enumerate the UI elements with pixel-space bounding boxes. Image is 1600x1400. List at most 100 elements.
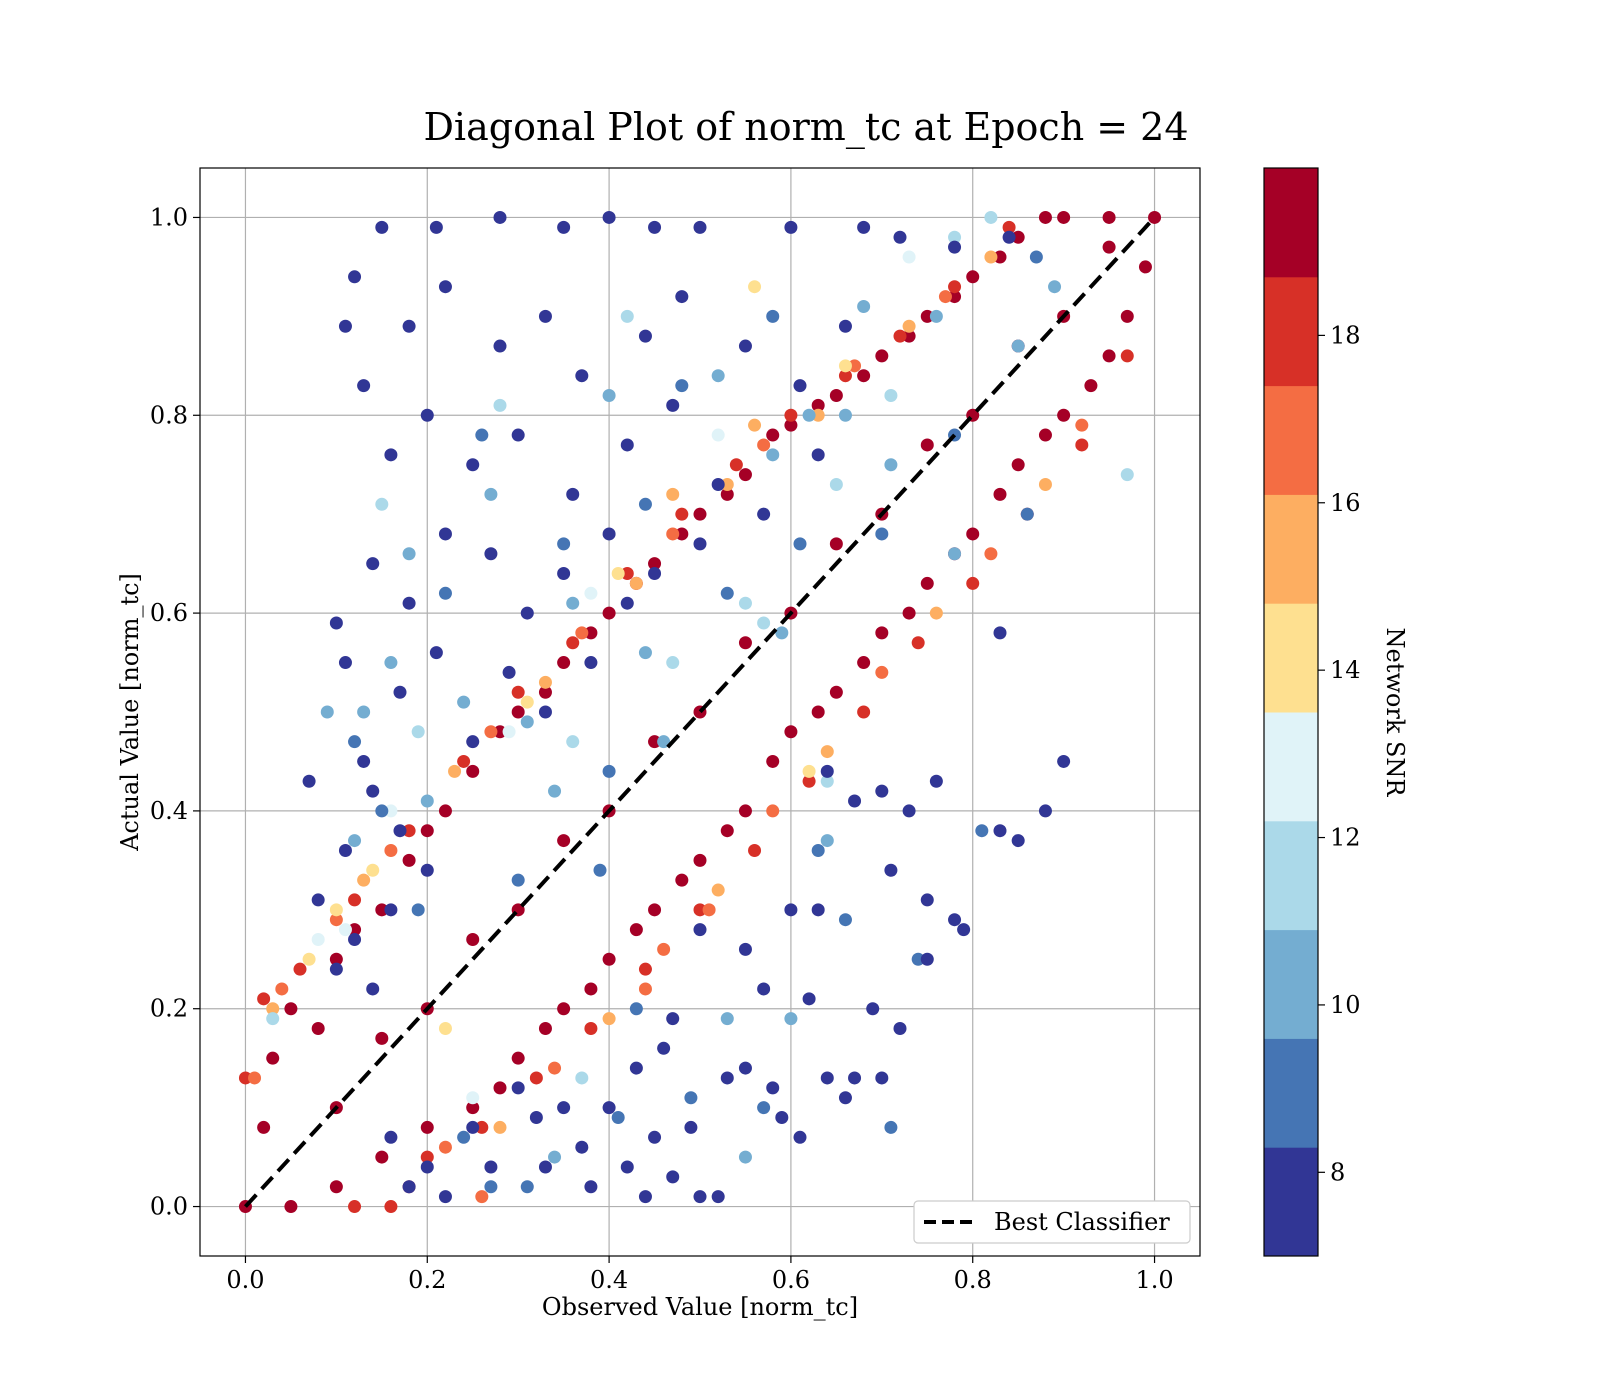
scatter-point	[602, 764, 616, 778]
scatter-point	[838, 369, 852, 383]
scatter-point	[348, 834, 362, 848]
scatter-point	[311, 893, 325, 907]
scatter-point	[475, 1190, 489, 1204]
scatter-point	[284, 1200, 298, 1214]
scatter-point	[402, 824, 416, 838]
scatter-point	[757, 616, 771, 630]
scatter-point	[1075, 418, 1089, 432]
scatter-point	[629, 1061, 643, 1075]
colorbar-segment	[1264, 820, 1318, 931]
scatter-point	[675, 873, 689, 887]
scatter-point	[438, 280, 452, 294]
scatter-point	[648, 735, 662, 749]
scatter-point	[993, 487, 1007, 501]
plot-frame	[199, 167, 1201, 1257]
scatter-point	[966, 527, 980, 541]
scatter-point	[875, 349, 889, 363]
scatter-point	[602, 952, 616, 966]
scatter-point	[738, 1061, 752, 1075]
scatter-point	[466, 458, 480, 472]
scatter-point	[429, 220, 443, 234]
scatter-point	[466, 932, 480, 946]
scatter-point	[693, 1190, 707, 1204]
scatter-point	[375, 1150, 389, 1164]
scatter-point	[948, 280, 962, 294]
colorbar-tick-label: 18	[1330, 321, 1361, 349]
scatter-point	[329, 913, 343, 927]
scatter-point	[548, 1150, 562, 1164]
scatter-point	[420, 1120, 434, 1134]
scatter-point	[838, 408, 852, 422]
scatter-point	[657, 735, 671, 749]
scatter-point	[602, 210, 616, 224]
scatter-point	[602, 606, 616, 620]
scatter-point	[402, 547, 416, 561]
colorbar-segment	[1264, 385, 1318, 495]
scatter-point	[420, 863, 434, 877]
scatter-point	[557, 656, 571, 670]
scatter-point	[738, 339, 752, 353]
scatter-point	[584, 982, 598, 996]
scatter-point	[511, 873, 525, 887]
scatter-point	[948, 913, 962, 927]
scatter-point	[520, 1180, 534, 1194]
scatter-point	[948, 240, 962, 254]
scatter-point	[529, 1071, 543, 1085]
scatter-point	[666, 527, 680, 541]
scatter-point	[602, 388, 616, 402]
scatter-point	[375, 220, 389, 234]
scatter-point	[984, 210, 998, 224]
scatter-point	[902, 329, 916, 343]
scatter-point	[1011, 339, 1025, 353]
scatter-point	[402, 853, 416, 867]
scatter-point	[484, 487, 498, 501]
scatter-point	[920, 576, 934, 590]
scatter-point	[938, 290, 952, 304]
scatter-point	[893, 1022, 907, 1036]
best-classifier-line	[243, 216, 1157, 1208]
scatter-point	[1057, 408, 1071, 422]
scatter-point	[566, 735, 580, 749]
scatter-point	[493, 1120, 507, 1134]
scatter-point	[457, 1130, 471, 1144]
scatter-point	[948, 230, 962, 244]
scatter-point	[875, 527, 889, 541]
scatter-point	[393, 824, 407, 838]
scatter-point	[611, 567, 625, 581]
scatter-point	[802, 764, 816, 778]
scatter-point	[348, 1200, 362, 1214]
scatter-point	[402, 1180, 416, 1194]
scatter-point	[884, 863, 898, 877]
colorbar-tick-label: 12	[1330, 824, 1361, 852]
scatter-point	[848, 794, 862, 808]
scatter-point	[666, 1012, 680, 1026]
scatter-point	[984, 547, 998, 561]
scatter-point	[329, 962, 343, 976]
scatter-point	[757, 982, 771, 996]
scatter-point	[384, 1130, 398, 1144]
scatter-point	[538, 675, 552, 689]
scatter-point	[557, 1002, 571, 1016]
scatter-point	[557, 537, 571, 551]
y-tick-label: 0.8	[150, 401, 188, 429]
scatter-point	[438, 1190, 452, 1204]
scatter-point	[811, 705, 825, 719]
scatter-point	[1084, 379, 1098, 393]
scatter-point	[375, 497, 389, 511]
colorbar-tick-label: 8	[1330, 1158, 1345, 1186]
scatter-point	[511, 428, 525, 442]
colorbar-segment	[1264, 712, 1318, 822]
scatter-point	[366, 863, 380, 877]
scatter-point	[311, 1022, 325, 1036]
scatter-point	[511, 705, 525, 719]
scatter-point	[638, 329, 652, 343]
colorbar-tick-label: 10	[1330, 991, 1361, 1019]
chart-title: Diagonal Plot of norm_tc at Epoch = 24	[423, 105, 1188, 150]
scatter-point	[638, 1190, 652, 1204]
scatter-point	[1102, 210, 1116, 224]
scatter-point	[920, 438, 934, 452]
scatter-point	[438, 1140, 452, 1154]
scatter-point	[302, 952, 316, 966]
scatter-point	[811, 903, 825, 917]
colorbar-tick-label: 14	[1330, 656, 1361, 684]
